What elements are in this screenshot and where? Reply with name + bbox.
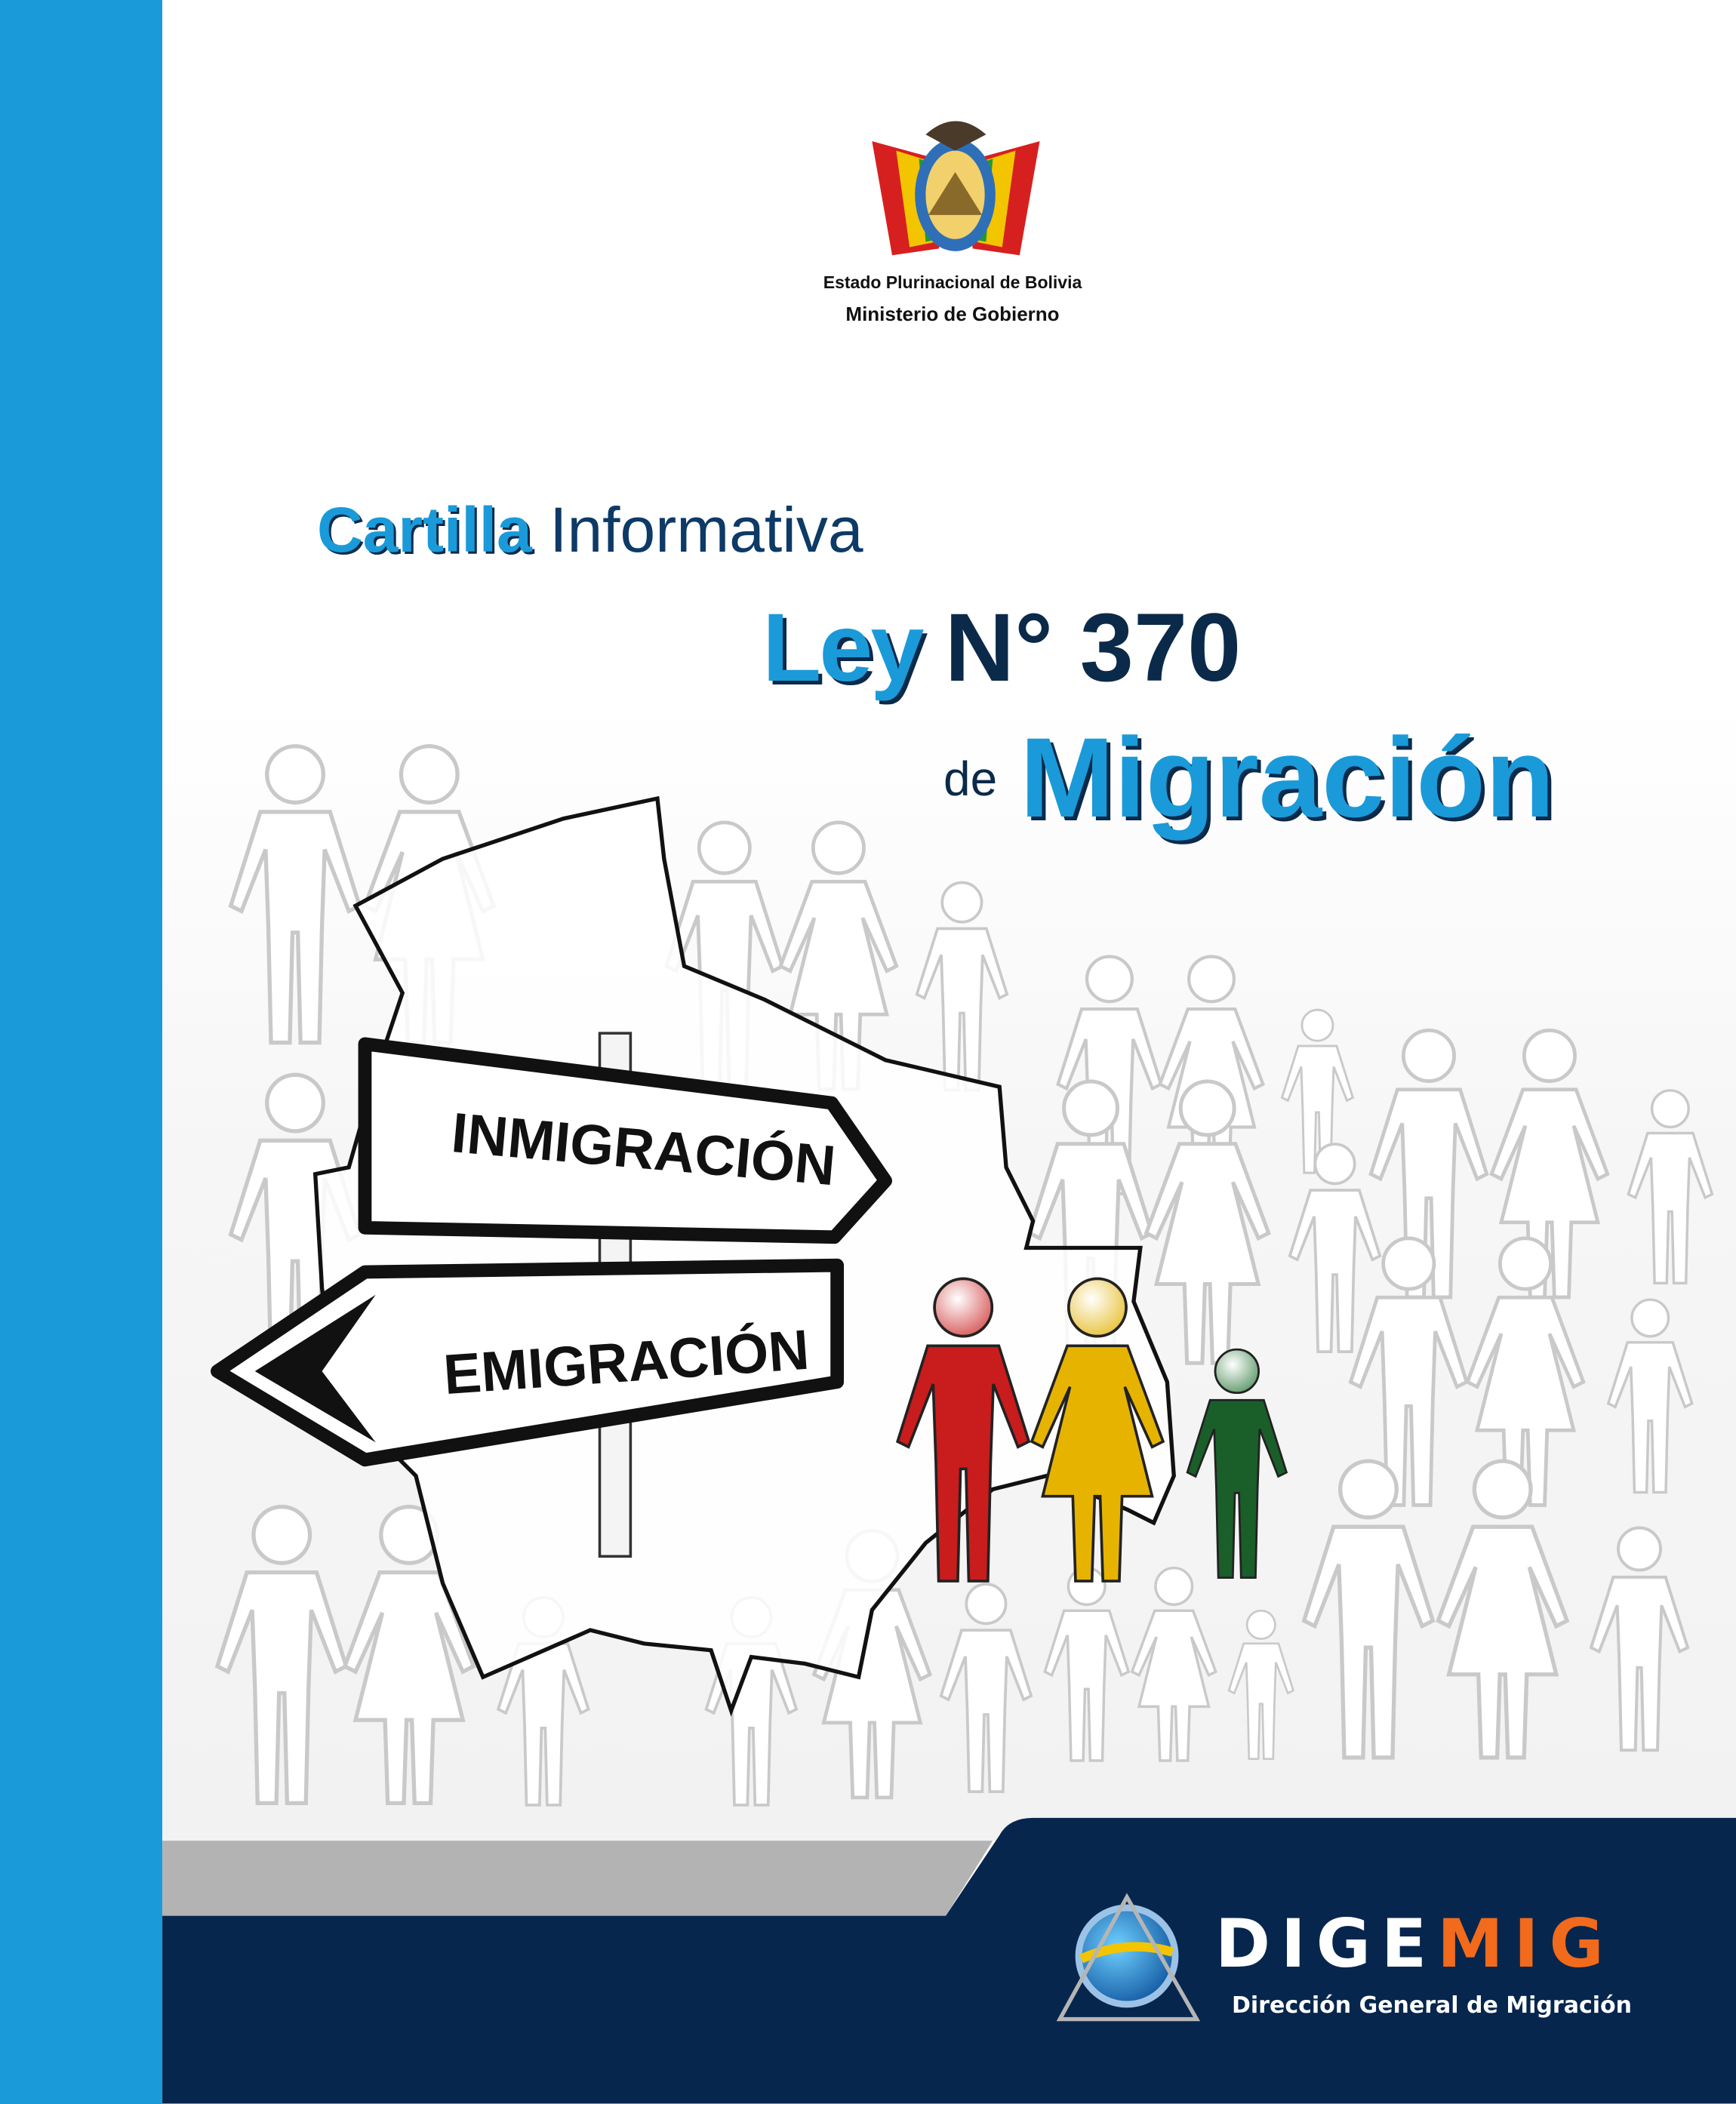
- person-figure: [915, 881, 1009, 1092]
- issuer-ministry: Ministerio de Gobierno: [845, 303, 1060, 325]
- person-figure: [1131, 1566, 1217, 1762]
- brand-orange-part: MIG: [1437, 1905, 1614, 1982]
- person-figure: [1590, 1526, 1690, 1752]
- digemig-subtitle: Dirección General de Migración: [1232, 1992, 1632, 2019]
- footer-navy-band: [162, 1817, 1736, 2104]
- title-de-migracion: de Migración: [943, 721, 1555, 834]
- title-cartilla: Cartilla: [317, 494, 532, 565]
- person-figure: [1438, 1461, 1567, 1758]
- person-figure: [1227, 1609, 1294, 1761]
- mother-figure: [1030, 1277, 1165, 1583]
- person-figure: [1627, 1089, 1714, 1284]
- footer-grey-stripe: [162, 1841, 993, 1916]
- brand-white-part: DIGE: [1215, 1905, 1438, 1982]
- father-figure: [896, 1277, 1031, 1583]
- title-informativa: Informativa: [549, 494, 863, 565]
- title-cartilla-informativa: Cartilla Informativa: [317, 498, 863, 561]
- digemig-globe-icon: [1056, 1893, 1201, 2022]
- title-ley: Ley N° 370: [762, 600, 1241, 697]
- title-migracion: Migración: [1020, 714, 1555, 841]
- coat-of-arms-emblem: [872, 121, 1040, 256]
- left-blue-band: [0, 0, 162, 2104]
- digemig-logo-text: DIGEMIG: [1215, 1911, 1614, 1977]
- sign-inmigracion: INMIGRACIÓN: [358, 1037, 892, 1244]
- person-figure: [1043, 1566, 1130, 1762]
- title-law-number: N° 370: [944, 594, 1242, 702]
- title-ley-word: Ley: [762, 594, 925, 702]
- person-figure: [1607, 1298, 1694, 1494]
- person-figure: [231, 746, 360, 1043]
- issuer-state: Estado Plurinacional de Bolivia: [823, 272, 1082, 292]
- title-de: de: [943, 752, 998, 807]
- sign-emigracion: EMIGRACIÓN: [211, 1258, 845, 1467]
- person-figure: [1288, 1143, 1382, 1353]
- person-figure: [939, 1583, 1033, 1793]
- child-figure: [1186, 1348, 1288, 1580]
- person-figure: [217, 1507, 346, 1804]
- family-figures: [896, 1277, 1288, 1583]
